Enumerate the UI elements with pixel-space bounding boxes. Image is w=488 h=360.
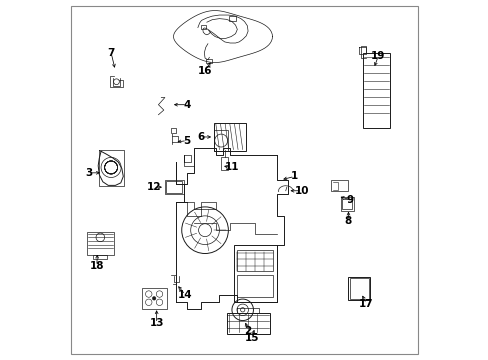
Text: 15: 15 xyxy=(244,333,258,343)
Text: 16: 16 xyxy=(198,66,212,76)
Bar xyxy=(214,123,246,151)
Bar xyxy=(233,244,276,302)
Bar xyxy=(164,180,183,194)
Bar xyxy=(341,199,351,210)
Bar xyxy=(86,232,113,255)
Text: 11: 11 xyxy=(224,162,239,172)
Text: 6: 6 xyxy=(198,132,204,142)
Text: 1: 1 xyxy=(290,171,298,181)
Bar xyxy=(330,180,347,192)
Bar xyxy=(348,277,369,300)
Bar xyxy=(349,278,368,299)
Text: 13: 13 xyxy=(149,319,163,328)
Circle shape xyxy=(152,297,156,300)
Bar xyxy=(206,59,211,63)
Bar xyxy=(166,181,182,193)
Text: 9: 9 xyxy=(346,195,353,205)
Text: 19: 19 xyxy=(370,51,385,61)
Text: 12: 12 xyxy=(146,182,161,192)
Bar xyxy=(93,255,106,259)
Bar xyxy=(201,25,205,30)
Bar xyxy=(226,313,269,334)
Text: 3: 3 xyxy=(85,168,92,178)
Text: 4: 4 xyxy=(183,100,190,110)
Bar xyxy=(237,250,273,271)
Bar xyxy=(237,275,273,297)
Text: 2: 2 xyxy=(244,325,251,336)
Text: 5: 5 xyxy=(183,136,190,145)
Bar xyxy=(221,157,228,170)
Bar xyxy=(214,130,228,151)
Bar xyxy=(142,288,166,309)
Text: 8: 8 xyxy=(344,216,351,226)
Bar xyxy=(362,53,389,128)
Bar xyxy=(229,16,235,21)
Text: 7: 7 xyxy=(107,48,115,58)
Bar xyxy=(340,197,353,211)
Text: 18: 18 xyxy=(89,261,104,271)
Text: 10: 10 xyxy=(294,186,308,196)
Text: 14: 14 xyxy=(178,290,192,300)
Text: 17: 17 xyxy=(358,299,373,309)
